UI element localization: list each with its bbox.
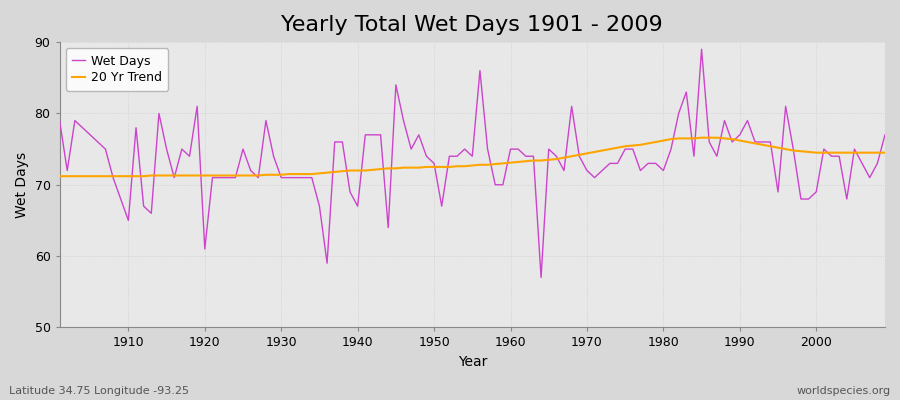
20 Yr Trend — [54, 174, 65, 179]
Wet Days — [536, 275, 546, 280]
20 Yr Trend — [329, 170, 340, 174]
Wet Days — [115, 197, 126, 202]
Wet Days — [697, 47, 707, 52]
Line: 20 Yr Trend: 20 Yr Trend — [59, 138, 885, 176]
20 Yr Trend — [697, 135, 707, 140]
X-axis label: Year: Year — [457, 355, 487, 369]
Wet Days — [329, 140, 340, 144]
20 Yr Trend — [498, 161, 508, 166]
20 Yr Trend — [115, 174, 126, 179]
Legend: Wet Days, 20 Yr Trend: Wet Days, 20 Yr Trend — [66, 48, 168, 91]
Wet Days — [505, 147, 516, 152]
Wet Days — [54, 118, 65, 123]
Text: Latitude 34.75 Longitude -93.25: Latitude 34.75 Longitude -93.25 — [9, 386, 189, 396]
Wet Days — [605, 161, 616, 166]
20 Yr Trend — [597, 148, 608, 153]
Line: Wet Days: Wet Days — [59, 49, 885, 278]
20 Yr Trend — [505, 160, 516, 165]
Wet Days — [879, 132, 890, 137]
Title: Yearly Total Wet Days 1901 - 2009: Yearly Total Wet Days 1901 - 2009 — [282, 15, 663, 35]
20 Yr Trend — [284, 172, 294, 176]
Y-axis label: Wet Days: Wet Days — [15, 152, 29, 218]
20 Yr Trend — [879, 150, 890, 155]
Wet Days — [498, 182, 508, 187]
Text: worldspecies.org: worldspecies.org — [796, 386, 891, 396]
Wet Days — [284, 175, 294, 180]
